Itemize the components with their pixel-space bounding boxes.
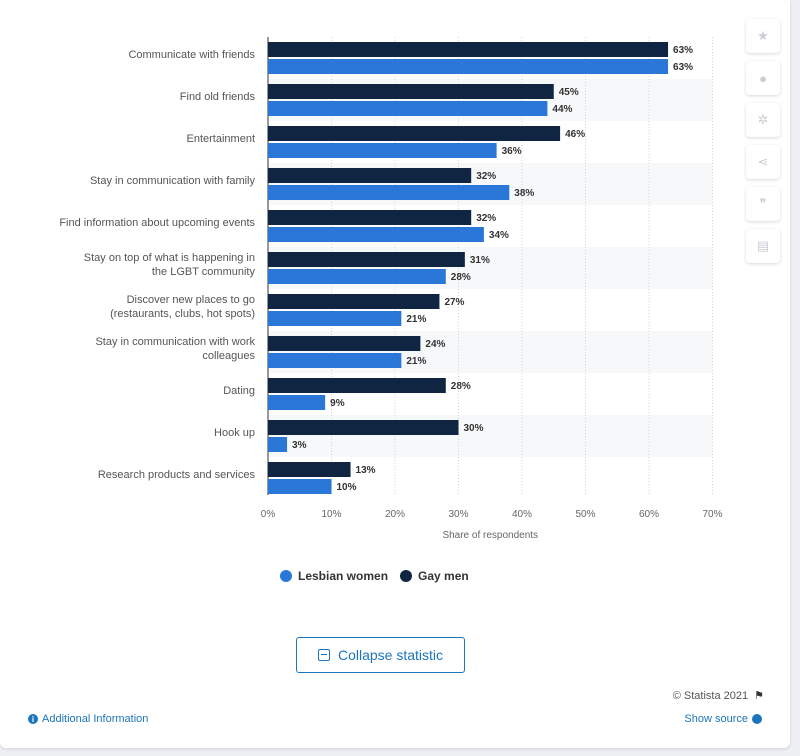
value-label: 32%: [476, 171, 496, 182]
bar-gay-men: [268, 336, 421, 351]
side-toolbar: ★ ● ✲ ⋖ ❞ ▤: [746, 19, 780, 263]
legend-marker-gay-men: [400, 570, 413, 582]
bar-gay-men: [268, 420, 459, 435]
x-axis-title: Share of respondents: [442, 530, 538, 541]
bar-gay-men: [268, 294, 440, 309]
legend-item-lesbian-women[interactable]: Lesbian women: [280, 569, 388, 583]
value-label: 13%: [356, 465, 376, 476]
bar-lesbian-women: [268, 185, 510, 200]
share-icon[interactable]: ⋖: [746, 145, 780, 179]
bar-lesbian-women: [268, 479, 332, 494]
value-label: 27%: [444, 297, 464, 308]
bar-gay-men: [268, 42, 669, 57]
value-label: 30%: [464, 423, 484, 434]
value-label: 38%: [514, 188, 534, 199]
value-label: 34%: [489, 230, 509, 241]
copyright-text: © Statista 2021: [672, 689, 749, 702]
value-label: 36%: [502, 146, 522, 157]
value-label: 63%: [673, 62, 693, 73]
bar-lesbian-women: [268, 59, 669, 74]
star-icon[interactable]: ★: [746, 19, 780, 53]
source-icon: [752, 714, 762, 724]
value-label: 31%: [470, 255, 490, 266]
value-label: 28%: [451, 381, 471, 392]
category-label: Discover new places to go (restaurants, c…: [110, 294, 255, 320]
copyright: © Statista 2021 ⚑: [672, 689, 764, 703]
legend: Lesbian women Gay men: [280, 569, 469, 583]
info-icon: i: [28, 714, 38, 724]
x-tick-label: 20%: [385, 509, 405, 520]
category-label: Research products and services: [98, 469, 256, 481]
quote-icon[interactable]: ❞: [746, 187, 780, 221]
bar-lesbian-women: [268, 311, 402, 326]
value-label: 63%: [673, 45, 693, 56]
category-label: Find information about upcoming events: [59, 217, 255, 229]
bar-gay-men: [268, 84, 554, 99]
category-label: Stay in communication with family: [90, 175, 256, 187]
bar-gay-men: [268, 126, 561, 141]
category-label: Entertainment: [187, 133, 255, 145]
collapse-icon: [317, 649, 330, 661]
bar-gay-men: [268, 378, 446, 393]
value-label: 28%: [451, 272, 471, 283]
bar-chart: 63% 63% Communicate with friends 45% 44% Find…: [59, 37, 723, 541]
additional-information-link[interactable]: i Additional Information: [28, 713, 148, 725]
value-label: 10%: [337, 482, 357, 493]
bar-lesbian-women: [268, 143, 497, 158]
bar-lesbian-women: [268, 437, 288, 452]
x-tick-label: 70%: [702, 509, 722, 520]
collapse-statistic-button[interactable]: Collapse statistic: [296, 637, 465, 673]
bar-gay-men: [268, 252, 465, 267]
chart-card: 63% 63% Communicate with friends 45% 44% Find…: [0, 0, 790, 748]
value-label: 32%: [476, 213, 496, 224]
print-icon[interactable]: ▤: [746, 229, 780, 263]
x-tick-label: 40%: [512, 509, 532, 520]
category-label: Find old friends: [180, 91, 256, 103]
x-tick-label: 0%: [261, 509, 276, 520]
x-tick-label: 60%: [639, 509, 659, 520]
show-source-label: Show source: [684, 713, 748, 725]
bell-icon[interactable]: ●: [746, 61, 780, 95]
bar-lesbian-women: [268, 395, 326, 410]
bar-lesbian-women: [268, 353, 402, 368]
gear-icon[interactable]: ✲: [746, 103, 780, 137]
value-label: 24%: [425, 339, 445, 350]
category-label: Communicate with friends: [128, 49, 255, 61]
additional-information-label: Additional Information: [42, 713, 149, 725]
collapse-label: Collapse statistic: [337, 647, 444, 663]
show-source-link[interactable]: Show source: [684, 713, 762, 725]
legend-item-gay-men[interactable]: Gay men: [400, 569, 469, 583]
bar-lesbian-women: [268, 269, 446, 284]
x-tick-label: 10%: [321, 509, 341, 520]
value-label: 9%: [330, 398, 345, 409]
x-tick-label: 30%: [448, 509, 468, 520]
value-label: 3%: [292, 440, 307, 451]
legend-label-gay-men: Gay men: [418, 569, 469, 583]
value-label: 44%: [552, 104, 572, 115]
value-label: 45%: [559, 87, 579, 98]
category-label: Stay on top of what is happening in the L…: [84, 252, 256, 278]
bar-gay-men: [268, 168, 472, 183]
legend-label-lesbian-women: Lesbian women: [298, 569, 389, 583]
bar-gay-men: [268, 462, 351, 477]
category-label: Hook up: [214, 427, 255, 439]
bar-lesbian-women: [268, 227, 484, 242]
bar-gay-men: [268, 210, 472, 225]
category-label: Dating: [223, 385, 255, 397]
x-tick-label: 50%: [575, 509, 595, 520]
value-label: 21%: [406, 314, 426, 325]
legend-marker-lesbian-women: [280, 570, 292, 582]
value-label: 46%: [565, 129, 585, 140]
category-label: Stay in communication with work colleague…: [95, 336, 255, 362]
bar-lesbian-women: [268, 101, 548, 116]
value-label: 21%: [406, 356, 426, 367]
flag-icon[interactable]: ⚑: [754, 690, 764, 702]
